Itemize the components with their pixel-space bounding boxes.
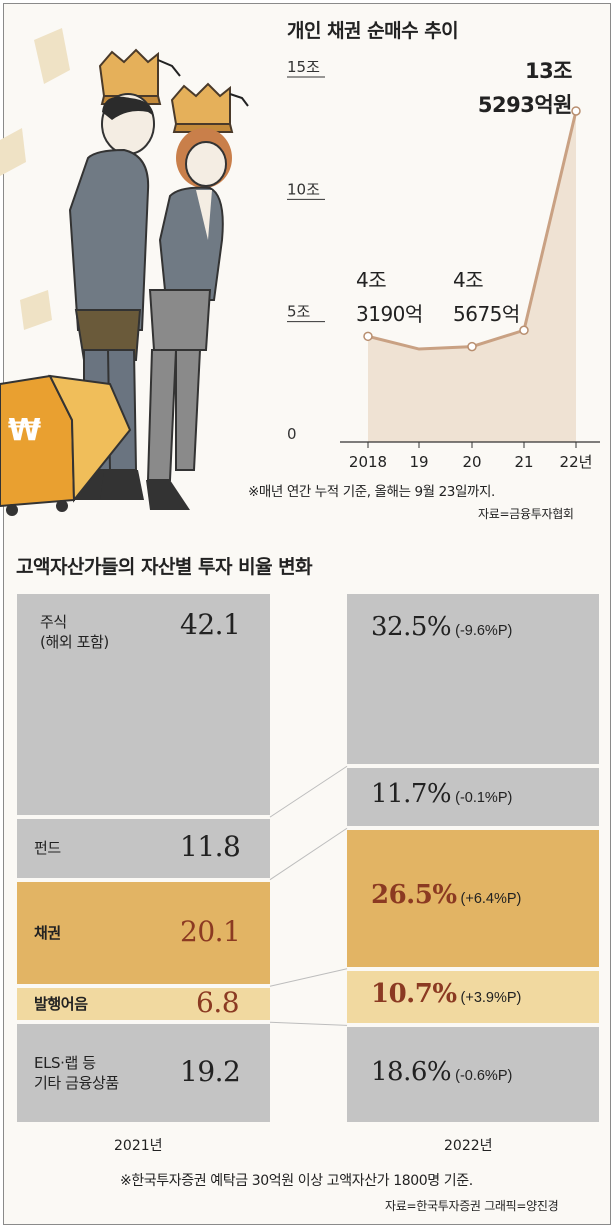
value-2022-change: (+3.9%P) xyxy=(460,990,522,1007)
year-label: 2022년 xyxy=(444,1138,493,1154)
svg-text:₩: ₩ xyxy=(8,413,41,448)
block-chart-title: 고액자산가들의 자산별 투자 비율 변화 xyxy=(16,556,313,578)
x-tick-label: 19 xyxy=(409,453,428,471)
value-2022: 11.7% (-0.1%P) xyxy=(371,779,512,809)
man-figure xyxy=(62,48,181,500)
block-3-2021 xyxy=(17,988,270,1021)
category-label-line: ELS·랩 등 xyxy=(34,1054,96,1073)
block-1-2022 xyxy=(347,768,599,827)
category-label: 발행어음 xyxy=(34,994,88,1014)
block-0-2021 xyxy=(17,594,270,816)
block-2-2021 xyxy=(17,881,270,985)
y-tick-label: 10조 xyxy=(287,180,320,198)
category-label-line: (해외 포함) xyxy=(40,633,109,651)
data-point xyxy=(363,331,373,342)
data-point xyxy=(519,325,529,335)
line-chart-source: 자료=금융투자협회 xyxy=(478,507,574,521)
x-tick-label: 20 xyxy=(462,453,481,471)
category-label-line: 기타 금융상품 xyxy=(34,1074,119,1093)
x-tick-label: 22년 xyxy=(560,453,593,471)
paper-decoration xyxy=(0,28,70,330)
block-4-2022 xyxy=(347,1027,599,1122)
woman-figure xyxy=(146,82,249,510)
category-label-line: 채권 xyxy=(34,923,61,942)
value-2022-change: (-9.6%P) xyxy=(455,623,513,639)
value-2022: 10.7% (+3.9%P) xyxy=(371,979,521,1009)
value-2021: 19.2 xyxy=(180,1055,241,1089)
value-2022-change: (-0.6%P) xyxy=(455,1067,513,1084)
category-label: ELS·랩 등 기타 금융상품 xyxy=(34,1053,119,1093)
value-2022-percent: 32.5% xyxy=(371,612,452,642)
data-point xyxy=(467,341,477,352)
data-label: 13조 xyxy=(525,59,572,83)
data-point xyxy=(571,106,581,116)
block-chart-note: ※한국투자증권 예탁금 30억원 이상 고액자산가 1800명 기준. xyxy=(120,1173,473,1189)
category-label: 펀드 xyxy=(34,838,61,858)
year-label: 2021년 xyxy=(114,1138,163,1154)
y-tick-label: 15조 xyxy=(287,58,320,76)
data-label: 5675억 xyxy=(453,302,520,326)
block-3-2022 xyxy=(347,970,599,1024)
couple-illustration: ₩ xyxy=(0,28,249,516)
value-2022-change: (-0.1%P) xyxy=(455,790,513,807)
data-label: 5293억원 xyxy=(478,93,572,117)
block-2-2022 xyxy=(347,830,599,967)
value-2022: 32.5% (-9.6%P) xyxy=(371,612,512,642)
x-tick-label: 21 xyxy=(514,453,533,471)
value-2022-percent: 26.5% xyxy=(371,880,457,911)
value-2021: 20.1 xyxy=(180,914,241,948)
y-tick-label: 0 xyxy=(287,425,297,443)
block-chart-source: 자료=한국투자증권 그래픽=양진경 xyxy=(385,1199,559,1213)
value-2021: 42.1 xyxy=(180,608,241,641)
area-fill xyxy=(368,110,576,442)
x-tick-label: 2018 xyxy=(349,453,387,471)
value-2022-change: (+6.4%P) xyxy=(460,891,522,908)
value-2022: 18.6% (-0.6%P) xyxy=(371,1057,512,1087)
line-chart-title: 개인 채권 순매수 추이 xyxy=(287,20,459,42)
category-label-line: 주식 xyxy=(40,613,67,631)
line-chart-note: ※매년 연간 누적 기준, 올해는 9월 23일까지. xyxy=(248,484,495,500)
data-label: 4조 xyxy=(453,268,483,292)
category-label: 채권 xyxy=(34,923,61,943)
category-label-line: 펀드 xyxy=(34,839,61,858)
value-2021: 6.8 xyxy=(196,986,240,1020)
category-label: 주식 (해외 포함) xyxy=(40,612,109,652)
line-chart: 0 5조 10조 15조 2018 19 20 21 22년 4조 3190억 4조 5675억 13조 5… xyxy=(287,58,600,471)
data-label: 3190억 xyxy=(356,302,423,326)
block-4-2021 xyxy=(17,1024,270,1122)
category-label-line: 발행어음 xyxy=(34,995,88,1014)
value-2022-percent: 11.7% xyxy=(371,779,452,810)
suitcase: ₩ xyxy=(0,374,132,516)
value-2022: 26.5% (+6.4%P) xyxy=(371,880,521,910)
y-tick-label: 5조 xyxy=(287,303,311,321)
data-label: 4조 xyxy=(356,268,386,292)
block-0-2022 xyxy=(347,594,599,765)
block-1-2021 xyxy=(17,819,270,878)
value-2022-percent: 18.6% xyxy=(371,1056,452,1087)
value-2021: 11.8 xyxy=(180,830,241,864)
value-2022-percent: 10.7% xyxy=(371,979,457,1010)
